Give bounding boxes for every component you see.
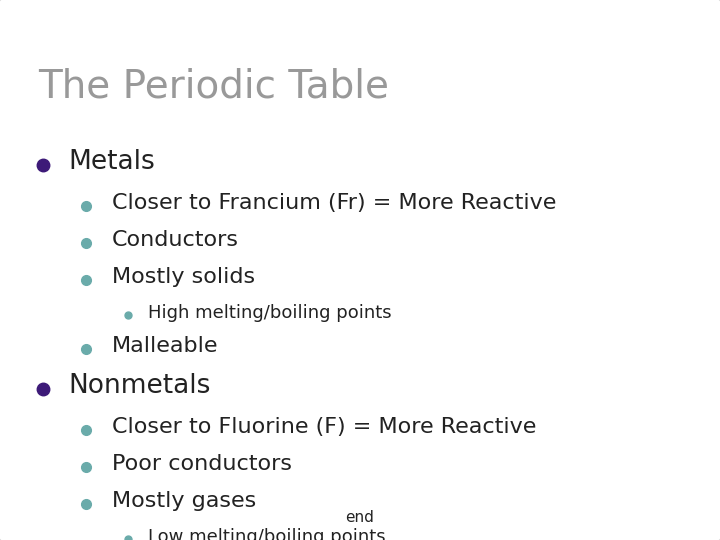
Text: The Periodic Table: The Periodic Table <box>38 68 389 106</box>
Text: Mostly gases: Mostly gases <box>112 491 256 511</box>
Text: Nonmetals: Nonmetals <box>68 373 211 399</box>
Text: Mostly solids: Mostly solids <box>112 267 255 287</box>
Text: High melting/boiling points: High melting/boiling points <box>148 304 391 322</box>
Text: end: end <box>346 510 374 525</box>
Text: Closer to Fluorine (F) = More Reactive: Closer to Fluorine (F) = More Reactive <box>112 417 536 437</box>
Text: Poor conductors: Poor conductors <box>112 454 292 474</box>
Text: Malleable: Malleable <box>112 336 218 356</box>
Text: Conductors: Conductors <box>112 230 238 250</box>
Text: Low melting/boiling points: Low melting/boiling points <box>148 528 385 540</box>
Text: Closer to Francium (Fr) = More Reactive: Closer to Francium (Fr) = More Reactive <box>112 193 556 213</box>
Text: Metals: Metals <box>68 149 155 175</box>
